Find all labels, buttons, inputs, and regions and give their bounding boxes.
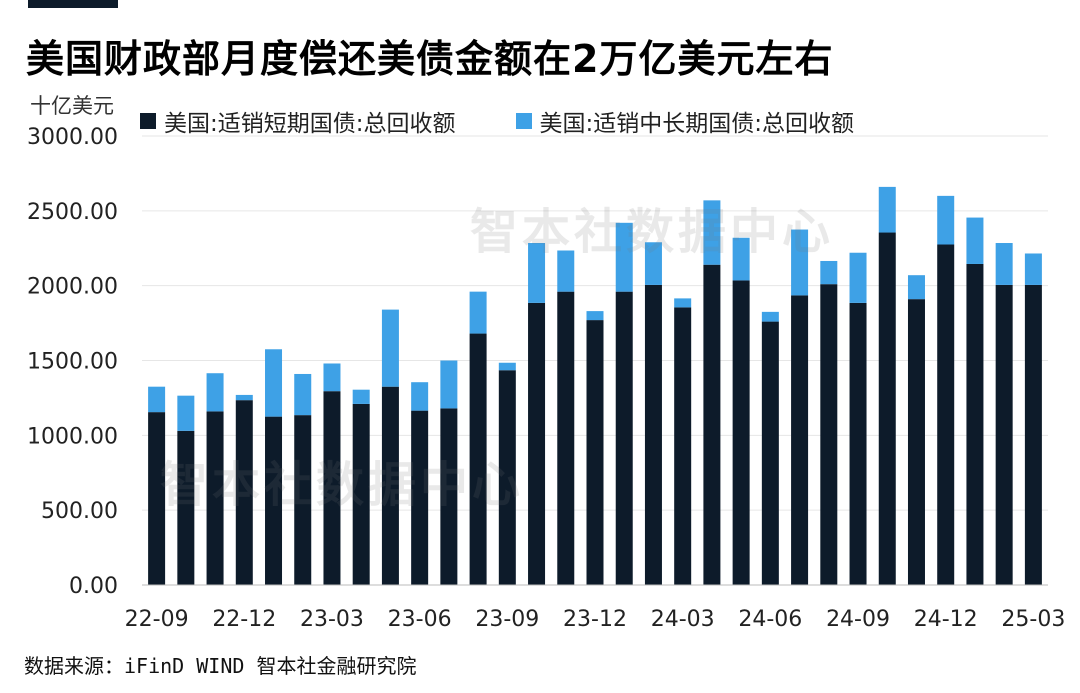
bar-long-term xyxy=(966,217,984,264)
y-tick-label: 1500.00 xyxy=(27,350,118,375)
bar-long-term xyxy=(995,243,1013,285)
bar-short-term xyxy=(294,415,312,585)
y-tick-label: 0.00 xyxy=(69,574,118,599)
bar-long-term xyxy=(381,309,399,387)
bar-short-term xyxy=(966,263,984,585)
bar-short-term xyxy=(411,410,429,585)
bar-short-term xyxy=(206,411,224,585)
bar-long-term xyxy=(732,237,750,281)
bar-long-term xyxy=(937,195,955,245)
bar-long-term xyxy=(352,389,370,404)
bar-long-term xyxy=(878,186,896,233)
watermark-top: 智本社数据中心 xyxy=(470,204,835,260)
y-tick-label: 1000.00 xyxy=(27,424,118,449)
legend-swatch-short xyxy=(140,113,156,129)
bar-short-term xyxy=(148,412,166,585)
legend-item-short: 美国:适销短期国债:总回收额 xyxy=(140,104,456,138)
bar-short-term xyxy=(761,321,779,585)
x-tick-label: 24-09 xyxy=(826,607,890,632)
bar-long-term xyxy=(148,386,166,413)
bar-long-term xyxy=(528,243,546,303)
y-tick-label: 3000.00 xyxy=(27,125,118,150)
bar-long-term xyxy=(177,395,195,431)
bar-long-term xyxy=(586,311,604,321)
bar-short-term xyxy=(323,391,341,585)
bar-long-term xyxy=(644,242,662,285)
chart-title: 美国财政部月度偿还美债金额在2万亿美元左右 xyxy=(26,37,834,81)
bar-short-term xyxy=(265,416,283,586)
bar-short-term xyxy=(177,430,195,585)
watermark-bottom: 智本社数据中心 xyxy=(160,457,525,513)
bar-long-term xyxy=(235,394,253,401)
bar-long-term xyxy=(469,291,487,334)
bar-short-term xyxy=(235,400,253,585)
bar-long-term xyxy=(703,200,721,265)
x-tick-label: 24-06 xyxy=(738,607,802,632)
bar-short-term xyxy=(586,320,604,585)
bar-short-term xyxy=(498,370,516,585)
y-axis-unit: 十亿美元 xyxy=(30,94,114,118)
y-tick-label: 500.00 xyxy=(41,499,118,524)
bar-long-term xyxy=(294,373,312,416)
bar-long-term xyxy=(674,298,692,308)
bar-short-term xyxy=(937,244,955,585)
y-tick-label: 2000.00 xyxy=(27,275,118,300)
bar-short-term xyxy=(995,284,1013,585)
bar-long-term xyxy=(615,222,633,292)
x-tick-label: 22-12 xyxy=(212,607,276,632)
bar-long-term xyxy=(907,275,925,300)
bar-long-term xyxy=(849,252,867,303)
bar-short-term xyxy=(469,333,487,585)
legend-label-short: 美国:适销短期国债:总回收额 xyxy=(164,111,456,137)
y-tick-label: 2500.00 xyxy=(27,200,118,225)
bar-long-term xyxy=(206,373,224,412)
bar-short-term xyxy=(615,291,633,585)
bar-short-term xyxy=(791,295,809,585)
legend-swatch-long xyxy=(515,113,532,129)
bar-long-term xyxy=(820,260,838,285)
bar-short-term xyxy=(381,386,399,585)
bar-long-term xyxy=(557,250,575,292)
bar-short-term xyxy=(1024,284,1042,585)
x-tick-label: 24-03 xyxy=(651,607,715,632)
bar-long-term xyxy=(498,362,516,371)
x-tick-label: 25-03 xyxy=(1001,607,1065,632)
source-note: 数据来源：iFinD WIND 智本社金融研究院 xyxy=(24,654,417,678)
x-tick-label: 23-12 xyxy=(563,607,627,632)
bar-long-term xyxy=(1024,253,1042,285)
bar-short-term xyxy=(820,284,838,585)
bar-long-term xyxy=(411,382,429,411)
x-tick-label: 22-09 xyxy=(125,607,189,632)
bar-long-term xyxy=(323,363,341,392)
x-tick-label: 23-03 xyxy=(300,607,364,632)
bar-long-term xyxy=(440,360,458,409)
bar-long-term xyxy=(761,311,779,322)
bar-short-term xyxy=(644,284,662,585)
legend-item-long: 美国:适销中长期国债:总回收额 xyxy=(515,104,855,138)
legend: 美国:适销短期国债:总回收额 美国:适销中长期国债:总回收额 xyxy=(140,104,854,138)
bar-long-term xyxy=(791,229,809,296)
bar-short-term xyxy=(703,264,721,585)
bar-short-term xyxy=(440,408,458,585)
bar-short-term xyxy=(352,403,370,585)
x-tick-label: 23-06 xyxy=(388,607,452,632)
bar-short-term xyxy=(557,291,575,585)
x-tick-label: 23-09 xyxy=(475,607,539,632)
x-tick-label: 24-12 xyxy=(914,607,978,632)
bar-short-term xyxy=(528,302,546,585)
bar-long-term xyxy=(265,349,283,417)
bar-short-term xyxy=(674,307,692,585)
bar-short-term xyxy=(849,302,867,585)
legend-label-long: 美国:适销中长期国债:总回收额 xyxy=(539,111,855,137)
bar-short-term xyxy=(907,299,925,585)
bar-short-term xyxy=(878,232,896,585)
bar-short-term xyxy=(732,280,750,585)
top-accent-bar xyxy=(28,0,118,8)
